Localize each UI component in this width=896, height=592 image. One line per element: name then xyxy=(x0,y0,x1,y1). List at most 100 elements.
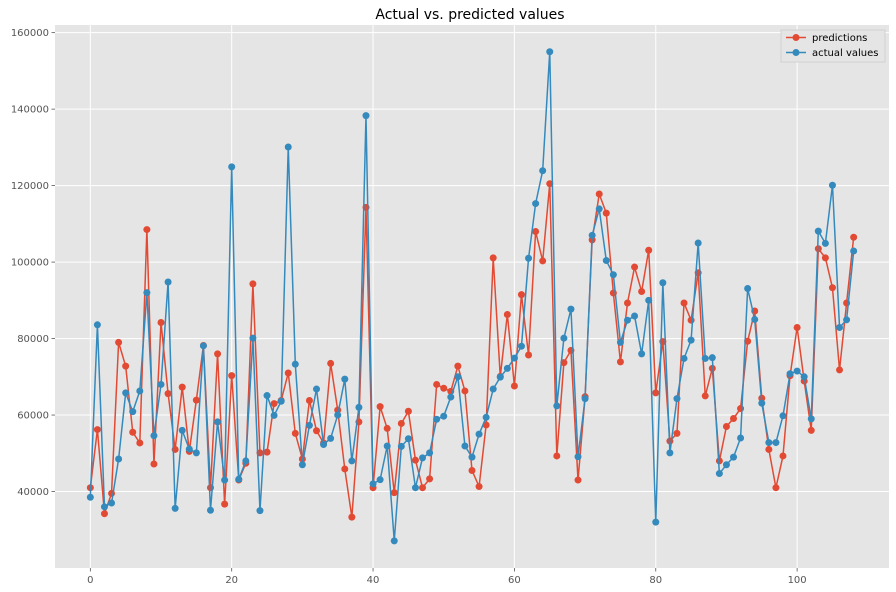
data-point-predictions xyxy=(341,465,349,473)
data-point-actual-values xyxy=(242,457,250,465)
data-point-actual-values xyxy=(362,112,370,120)
data-point-actual-values xyxy=(800,373,808,381)
data-point-actual-values xyxy=(235,475,243,483)
data-point-actual-values xyxy=(228,163,236,171)
data-point-actual-values xyxy=(631,312,639,320)
data-point-predictions xyxy=(730,414,738,422)
data-point-actual-values xyxy=(454,373,462,381)
data-point-actual-values xyxy=(814,227,822,235)
data-point-predictions xyxy=(122,362,130,370)
series-group xyxy=(86,48,858,545)
data-point-actual-values xyxy=(701,354,709,362)
data-point-actual-values xyxy=(313,385,321,393)
legend: predictions actual values xyxy=(780,29,886,63)
data-point-predictions xyxy=(652,389,660,397)
data-point-predictions xyxy=(419,484,427,492)
data-point-actual-values xyxy=(143,289,151,297)
data-point-predictions xyxy=(489,254,497,262)
data-point-actual-values xyxy=(666,449,674,457)
data-point-actual-values xyxy=(532,200,540,208)
data-point-actual-values xyxy=(765,439,773,447)
data-point-actual-values xyxy=(390,537,398,545)
data-point-predictions xyxy=(192,396,200,404)
legend-label-actual-values: actual values xyxy=(812,48,879,59)
data-point-predictions xyxy=(376,403,384,411)
data-point-predictions xyxy=(680,299,688,307)
data-point-predictions xyxy=(623,299,631,307)
y-axis: 40000 60000 80000 100000 120000 140000 160000 xyxy=(11,28,55,498)
data-point-actual-values xyxy=(694,239,702,247)
data-point-predictions xyxy=(715,457,723,465)
data-point-actual-values xyxy=(673,395,681,403)
data-point-predictions xyxy=(821,254,829,262)
data-point-predictions xyxy=(305,397,313,405)
data-point-predictions xyxy=(348,513,356,521)
data-point-actual-values xyxy=(256,507,264,515)
data-point-actual-values xyxy=(136,387,144,395)
data-point-actual-values xyxy=(115,455,123,463)
data-point-predictions xyxy=(411,456,419,464)
y-tick-label: 140000 xyxy=(11,105,49,116)
data-point-actual-values xyxy=(602,257,610,265)
data-point-actual-values xyxy=(277,397,285,405)
data-point-actual-values xyxy=(503,364,511,372)
data-point-actual-values xyxy=(793,367,801,375)
data-point-predictions xyxy=(440,384,448,392)
y-tick-label: 100000 xyxy=(11,258,49,269)
chart-title: Actual vs. predicted values xyxy=(375,7,564,23)
data-point-predictions xyxy=(722,423,730,431)
data-point-actual-values xyxy=(510,354,518,362)
data-point-predictions xyxy=(539,257,547,265)
data-point-predictions xyxy=(673,429,681,437)
data-point-actual-values xyxy=(355,403,363,411)
data-point-predictions xyxy=(553,452,561,460)
data-point-predictions xyxy=(383,424,391,432)
data-point-actual-values xyxy=(199,342,207,350)
legend-label-predictions: predictions xyxy=(812,33,867,44)
data-point-predictions xyxy=(291,429,299,437)
data-point-actual-values xyxy=(86,493,94,501)
data-point-actual-values xyxy=(376,476,384,484)
data-point-actual-values xyxy=(680,354,688,362)
data-point-predictions xyxy=(828,284,836,292)
x-tick-label: 100 xyxy=(788,575,807,586)
data-point-actual-values xyxy=(348,457,356,465)
data-point-predictions xyxy=(263,448,271,456)
data-point-actual-values xyxy=(305,421,313,429)
data-point-actual-values xyxy=(687,336,695,344)
data-point-predictions xyxy=(454,362,462,370)
data-point-actual-values xyxy=(433,415,441,423)
data-point-predictions xyxy=(532,227,540,235)
data-point-predictions xyxy=(461,387,469,395)
data-point-predictions xyxy=(475,483,483,491)
data-point-predictions xyxy=(270,400,278,408)
data-point-actual-values xyxy=(270,411,278,419)
x-axis: 0 20 40 60 80 100 xyxy=(87,568,807,586)
data-point-actual-values xyxy=(546,48,554,56)
data-point-actual-values xyxy=(206,506,214,514)
data-point-actual-values xyxy=(722,461,730,469)
y-tick-label: 160000 xyxy=(11,28,49,39)
data-point-actual-values xyxy=(150,432,158,440)
data-point-actual-values xyxy=(426,449,434,457)
data-point-predictions xyxy=(510,382,518,390)
data-point-actual-values xyxy=(320,440,328,448)
data-point-actual-values xyxy=(616,338,624,346)
data-point-actual-values xyxy=(214,418,222,426)
data-point-predictions xyxy=(426,475,434,483)
data-point-predictions xyxy=(164,390,172,398)
data-point-predictions xyxy=(631,263,639,271)
data-point-actual-values xyxy=(383,442,391,450)
data-point-predictions xyxy=(327,359,335,367)
data-point-actual-values xyxy=(850,247,858,255)
data-point-predictions xyxy=(143,226,151,234)
data-point-actual-values xyxy=(758,399,766,407)
x-tick-label: 80 xyxy=(649,575,662,586)
data-point-predictions xyxy=(638,288,646,296)
data-point-actual-values xyxy=(298,461,306,469)
x-tick-label: 40 xyxy=(367,575,380,586)
data-point-predictions xyxy=(793,323,801,331)
data-point-actual-values xyxy=(263,392,271,400)
series-actual-values xyxy=(86,48,858,545)
data-point-predictions xyxy=(765,445,773,453)
